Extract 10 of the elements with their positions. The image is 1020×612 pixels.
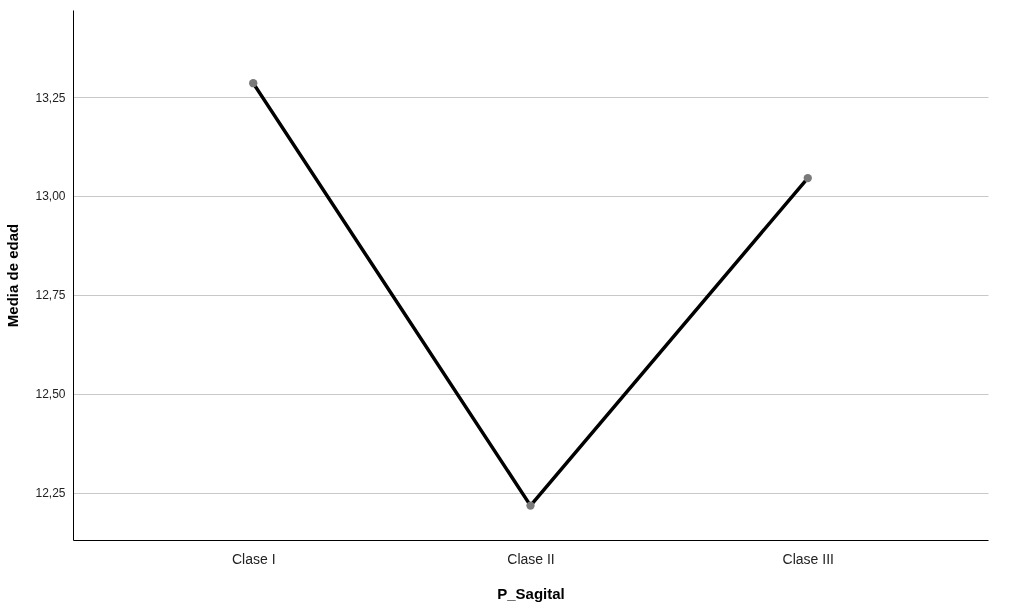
x-axis-title: P_Sagital [497,584,565,602]
x-tick-label: Clase II [507,550,555,567]
x-tick-label: Clase III [782,550,834,567]
x-tick-label: Clase I [231,550,276,567]
y-tick-label: 12,25 [35,486,66,501]
y-tick-label: 13,25 [35,90,66,105]
y-axis-title: Media de edad [4,223,22,328]
y-tick-label: 12,50 [35,387,66,402]
y-tick-label: 13,00 [35,189,66,204]
y-tick-label: 12,75 [35,288,66,303]
